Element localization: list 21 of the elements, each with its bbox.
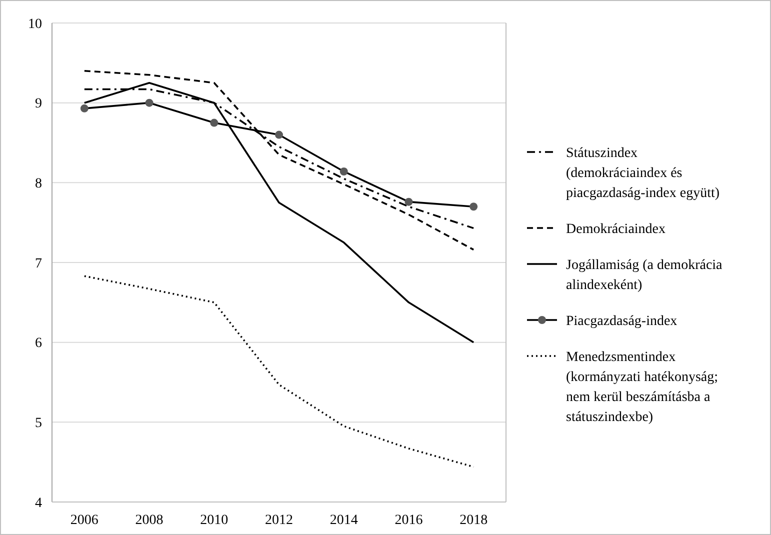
y-tick-label: 10 (28, 16, 42, 32)
legend-label: Jogállamiság (a demokrácia alindexeként) (566, 258, 724, 293)
x-tick-label: 2014 (330, 513, 358, 528)
y-tick-label: 5 (35, 416, 42, 432)
x-tick-label: 2012 (265, 513, 293, 528)
y-tick-label: 7 (35, 256, 42, 272)
x-tick-label: 2016 (394, 513, 423, 528)
legend-label: Demokráciaindex (566, 222, 666, 237)
y-tick-label: 6 (35, 336, 42, 352)
legend-label: Menedzsmentindex (kormányzati hatékonyság; nem kerül beszámításba a státuszindexbe) (566, 350, 718, 425)
legend-label: Piacgazdaság-index (566, 314, 678, 329)
line-series (84, 82, 474, 344)
y-tick-label: 8 (35, 176, 42, 192)
x-tick-label: 2006 (70, 513, 98, 528)
x-tick-label: 2010 (200, 513, 228, 528)
y-tick-label: 9 (35, 96, 42, 112)
x-tick-label: 2018 (460, 513, 488, 528)
line-series (84, 70, 474, 251)
legend-label: Státuszindex (demokráciaindex és piacgazdaság-index együtt) (566, 146, 720, 201)
y-tick-label: 4 (35, 496, 42, 511)
x-tick-label: 2008 (135, 513, 164, 528)
